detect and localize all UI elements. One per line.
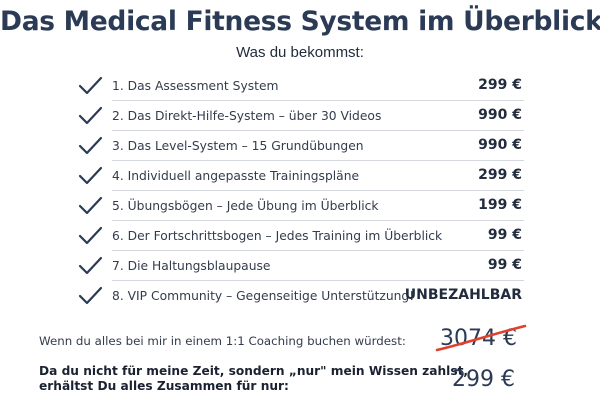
coaching-comparison-text: Wenn du alles bei mir in einem 1:1 Coach…: [39, 334, 406, 348]
divider: [112, 220, 524, 221]
divider: [112, 160, 524, 161]
final-price: 299 €: [452, 367, 515, 392]
checkmark-icon: [76, 135, 104, 157]
item-price: 299 €: [478, 77, 522, 93]
item-price: 990 €: [478, 137, 522, 153]
item-price: 299 €: [478, 167, 522, 183]
checkmark-icon: [76, 165, 104, 187]
list-item: 5. Übungsbögen – Jede Übung im Überblick…: [76, 191, 524, 221]
divider: [112, 280, 524, 281]
checkmark-icon: [76, 255, 104, 277]
item-label: 6. Der Fortschrittsbogen – Jedes Trainin…: [112, 229, 443, 243]
item-price: 990 €: [478, 107, 522, 123]
page-title: Das Medical Fitness System im Überblick: [0, 6, 600, 37]
divider: [112, 190, 524, 191]
old-price: 3074 €: [440, 326, 517, 351]
list-item: 4. Individuell angepasste Trainingspläne…: [76, 161, 524, 191]
final-offer-text: Da du nicht für meine Zeit, sondern „nur…: [39, 364, 468, 394]
section-subtitle: Was du bekommst:: [236, 44, 364, 61]
list-item: 6. Der Fortschrittsbogen – Jedes Trainin…: [76, 221, 524, 251]
list-item: 3. Das Level-System – 15 Grundübungen 99…: [76, 131, 524, 161]
divider: [112, 250, 524, 251]
list-item: 2. Das Direkt-Hilfe-System – über 30 Vid…: [76, 101, 524, 131]
item-label: 1. Das Assessment System: [112, 79, 279, 93]
checkmark-icon: [76, 105, 104, 127]
item-label: 8. VIP Community – Gegenseitige Unterstü…: [112, 289, 415, 303]
final-offer-line-1: Da du nicht für meine Zeit, sondern „nur…: [39, 364, 469, 378]
list-item: 7. Die Haltungsblaupause 99 €: [76, 251, 524, 281]
divider: [112, 130, 524, 131]
checkmark-icon: [76, 225, 104, 247]
list-item: 1. Das Assessment System 299 €: [76, 71, 524, 101]
item-label: 2. Das Direkt-Hilfe-System – über 30 Vid…: [112, 109, 382, 123]
item-price: 199 €: [478, 197, 522, 213]
item-label: 7. Die Haltungsblaupause: [112, 259, 271, 273]
feature-list: 1. Das Assessment System 299 € 2. Das Di…: [76, 71, 524, 311]
item-price: 99 €: [487, 257, 522, 273]
item-price: 99 €: [487, 227, 522, 243]
item-label: 4. Individuell angepasste Trainingspläne: [112, 169, 360, 183]
list-item: 8. VIP Community – Gegenseitige Unterstü…: [76, 281, 524, 311]
checkmark-icon: [76, 75, 104, 97]
item-price: UNBEZAHLBAR: [404, 287, 522, 303]
divider: [112, 100, 524, 101]
checkmark-icon: [76, 285, 104, 307]
item-label: 5. Übungsbögen – Jede Übung im Überblick: [112, 199, 379, 213]
final-offer-line-2: erhältst Du alles Zusammen für nur:: [39, 379, 289, 393]
checkmark-icon: [76, 195, 104, 217]
item-label: 3. Das Level-System – 15 Grundübungen: [112, 139, 364, 153]
